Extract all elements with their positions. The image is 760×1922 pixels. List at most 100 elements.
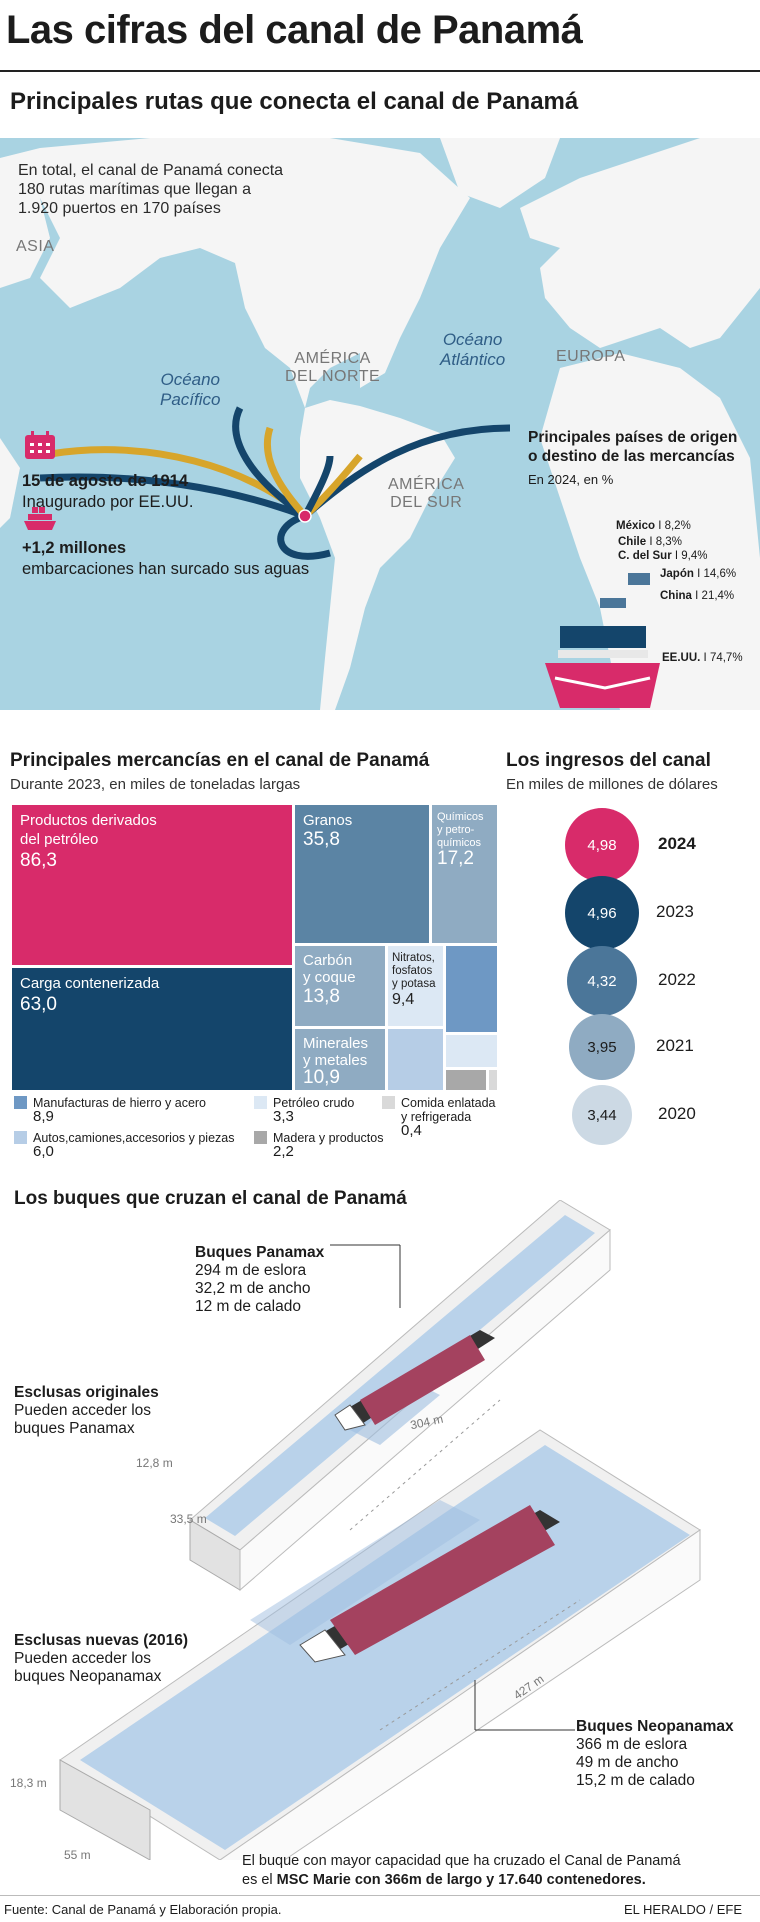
income-year: 2020 bbox=[658, 1104, 696, 1123]
legend-value: 0,4 bbox=[401, 1122, 422, 1139]
countries-heading-block: Principales países de origen o destino d… bbox=[528, 428, 737, 489]
legend-label: Comida enlatada bbox=[401, 1096, 496, 1110]
inauguration-text: Inaugurado por EE.UU. bbox=[22, 493, 194, 511]
neopanamax-spec: 15,2 m de calado bbox=[576, 1772, 695, 1789]
tile-label: y coque bbox=[303, 969, 356, 986]
footnote-line: es el MSC Marie con 366m de largo y 17.6… bbox=[242, 1872, 646, 1888]
label-line: DEL SUR bbox=[390, 494, 463, 511]
map-note-line: En total, el canal de Panamá conecta bbox=[18, 162, 284, 179]
label-line: Pacífico bbox=[160, 390, 221, 409]
panamax-spec: 294 m de eslora bbox=[195, 1262, 307, 1279]
income-bubble: 4,32 bbox=[567, 946, 637, 1016]
legend-swatch bbox=[14, 1096, 27, 1109]
country-name: C. del Sur bbox=[618, 550, 672, 562]
new-locks-text: Pueden acceder los bbox=[14, 1650, 152, 1667]
route-north-pacific bbox=[232, 406, 307, 519]
europe-africa-shape bbox=[520, 138, 760, 348]
panamax-title: Buques Panamax bbox=[195, 1244, 325, 1261]
income-subheading: En miles de millones de dólares bbox=[506, 776, 718, 793]
country-pct: 8,2% bbox=[664, 520, 691, 532]
tile-minerals: Minerales y metales 10,9 bbox=[295, 1029, 385, 1090]
tile-canned-food bbox=[489, 1070, 497, 1090]
label-line: Atlántico bbox=[440, 350, 506, 369]
tile-value: 13,8 bbox=[303, 986, 340, 1007]
tile-label: del petróleo bbox=[20, 831, 99, 848]
ship-icon bbox=[24, 507, 56, 530]
ships-heading: Los buques que cruzan el canal de Panamá bbox=[14, 1188, 407, 1209]
country-korea: C. del Sur I 9,4% bbox=[618, 550, 708, 562]
north-america-shape bbox=[40, 138, 470, 408]
tile-label: Granos bbox=[303, 812, 353, 829]
neopanamax-info: Buques Neopanamax 366 m de eslora 49 m d… bbox=[576, 1718, 734, 1790]
countries-heading: Principales países de origen bbox=[528, 429, 738, 446]
country-name: China bbox=[660, 590, 692, 602]
footer-divider bbox=[0, 1895, 760, 1896]
greenland-shape bbox=[440, 138, 560, 208]
world-map: En total, el canal de Panamá conecta 180… bbox=[0, 138, 760, 710]
income-bubble: 4,96 bbox=[565, 876, 639, 950]
country-pct: 9,4% bbox=[681, 550, 708, 562]
label-north-america: AMÉRICA DEL NORTE bbox=[285, 350, 380, 386]
neopanamax-ship bbox=[299, 1505, 560, 1663]
tile-label: químicos bbox=[437, 837, 482, 849]
country-name: México bbox=[616, 520, 655, 532]
legend-value: 3,3 bbox=[273, 1108, 294, 1125]
income-year: 2024 bbox=[658, 834, 696, 853]
tile-petroleum-products: Productos derivados del petróleo 86,3 bbox=[12, 805, 292, 965]
panamax-spec: 32,2 m de ancho bbox=[195, 1280, 311, 1297]
goods-subheading: Durante 2023, en miles de toneladas larg… bbox=[10, 776, 301, 793]
legend-label: Manufacturas de hierro y acero bbox=[33, 1096, 207, 1110]
asia-shape bbox=[0, 148, 50, 288]
tile-iron-steel bbox=[446, 946, 497, 1032]
label-asia: ASIA bbox=[16, 238, 55, 255]
label-line: Océano bbox=[442, 330, 503, 349]
calendar-icon bbox=[25, 431, 55, 459]
neopanamax-title: Buques Neopanamax bbox=[576, 1718, 734, 1735]
legend-iron-steel: Manufacturas de hierro y acero 8,9 bbox=[14, 1096, 206, 1124]
tile-label: Productos derivados bbox=[20, 812, 157, 829]
route-asia-navy bbox=[39, 473, 307, 520]
income-bubble: 3,95 bbox=[569, 1014, 635, 1080]
legend-value: 6,0 bbox=[33, 1143, 54, 1160]
legend-canned-food: Comida enlatada y refrigerada 0,4 bbox=[382, 1096, 496, 1138]
footer-credit: EL HERALDO / EFE bbox=[624, 1902, 742, 1917]
country-name: Chile bbox=[618, 536, 647, 548]
country-pct: 8,3% bbox=[655, 536, 682, 548]
label-line: DEL NORTE bbox=[285, 368, 381, 385]
dim-height-new: 18,3 m bbox=[10, 1776, 47, 1790]
income-heading: Los ingresos del canal bbox=[506, 750, 711, 771]
country-name: EE.UU. bbox=[662, 652, 701, 664]
tile-value: 86,3 bbox=[20, 850, 57, 871]
country-china: China I 21,4% bbox=[660, 590, 735, 602]
tile-chemicals: Químicos y petro- químicos 17,2 bbox=[432, 805, 497, 943]
new-locks-text: buques Neopanamax bbox=[14, 1668, 162, 1685]
tile-label: Carbón bbox=[303, 952, 353, 969]
footnote: El buque con mayor capacidad que ha cruz… bbox=[242, 1852, 681, 1890]
vessels-block: +1,2 millones embarcaciones han surcado … bbox=[22, 538, 309, 580]
country-japan: Japón I 14,6% bbox=[660, 568, 737, 580]
tile-autos bbox=[388, 1029, 443, 1090]
tile-label: Químicos bbox=[437, 811, 484, 823]
dim-width-new: 55 m bbox=[64, 1848, 91, 1862]
legend-label: y refrigerada bbox=[401, 1110, 472, 1124]
tile-crude-oil bbox=[446, 1035, 497, 1067]
footnote-highlight: MSC Marie con 366m de largo y 17.640 con… bbox=[276, 1872, 646, 1888]
asia-shape-2 bbox=[0, 438, 20, 528]
legend-swatch bbox=[254, 1096, 267, 1109]
tile-container-cargo: Carga contenerizada 63,0 bbox=[12, 968, 292, 1090]
new-locks-title: Esclusas nuevas (2016) bbox=[14, 1632, 189, 1649]
legend-swatch bbox=[382, 1096, 395, 1109]
route-atlantic-navy bbox=[301, 455, 334, 518]
country-pct: 14,6% bbox=[703, 568, 737, 580]
label-line: AMÉRICA bbox=[388, 476, 465, 493]
country-name: Japón bbox=[660, 568, 694, 580]
original-locks-text: buques Panamax bbox=[14, 1420, 135, 1437]
footer-source: Fuente: Canal de Panamá y Elaboración pr… bbox=[4, 1902, 282, 1917]
tile-value: 35,8 bbox=[303, 829, 340, 850]
tile-coal: Carbón y coque 13,8 bbox=[295, 946, 385, 1026]
tile-label: Minerales bbox=[303, 1035, 369, 1052]
neopanamax-spec: 366 m de eslora bbox=[576, 1736, 688, 1753]
original-locks-title: Esclusas originales bbox=[14, 1384, 159, 1401]
dim-height-original: 12,8 m bbox=[136, 1456, 173, 1470]
ship-illustration bbox=[545, 573, 660, 708]
